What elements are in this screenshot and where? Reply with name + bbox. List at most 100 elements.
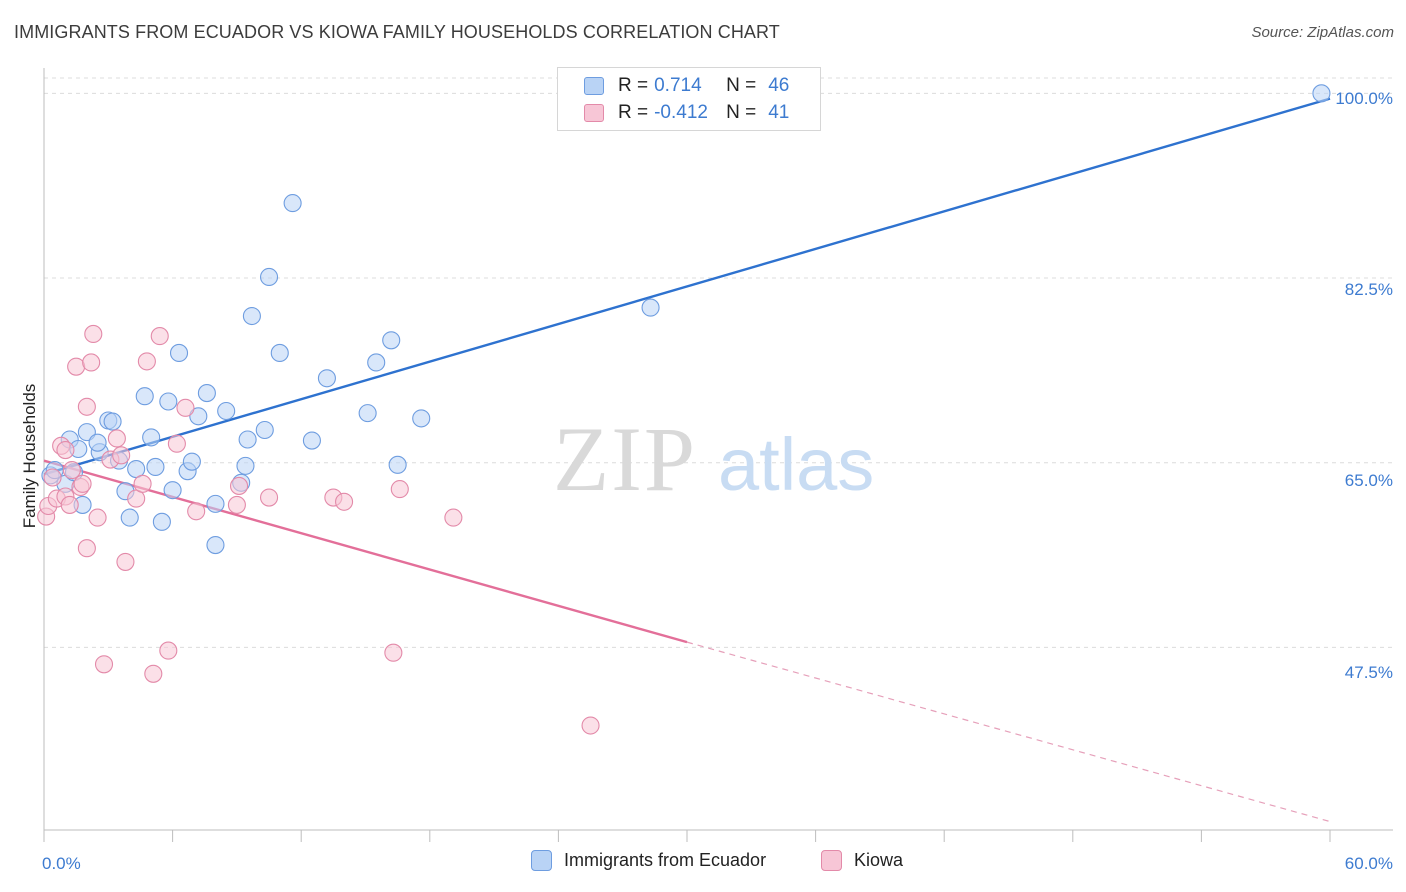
point-kiowa-35 [335,492,354,511]
point-kiowa-14 [82,353,101,372]
point-kiowa-25 [144,664,163,683]
point-kiowa-37 [390,480,409,499]
point-kiowa-15 [84,324,103,344]
point-ecuador-21 [163,481,182,500]
point-kiowa-17 [94,655,114,674]
point-kiowa-6 [56,441,75,460]
legend-n-value: 46 [768,75,790,96]
legend-r-label: R = [618,102,649,123]
point-ecuador-27 [206,494,225,513]
point-ecuador-36 [270,343,289,363]
point-ecuador-24 [182,452,201,471]
watermark-zip: ZIP [553,408,697,510]
legend-swatch-kiowa [584,104,604,122]
tick-labels: 100.0% 82.5% 65.0% 47.5% 0.0% 60.0% Fami… [20,89,1393,873]
point-kiowa-16 [88,508,107,527]
point-kiowa-11 [73,474,92,493]
point-ecuador-25 [189,407,208,426]
point-ecuador-20 [159,392,178,411]
legend-n-value: 41 [768,102,790,123]
point-kiowa-23 [133,474,152,493]
point-kiowa-28 [167,434,186,453]
legend-row-kiowa: R = -0.412 N = 41 [584,101,789,125]
point-kiowa-26 [150,327,169,346]
x-tick-label-min: 0.0% [42,854,81,873]
bottom-legend-kiowa: Kiowa [821,850,903,871]
point-ecuador-35 [259,267,279,287]
trend-lines [43,97,1331,823]
legend-r-value: 0.714 [654,75,702,96]
legend-row-ecuador: R = 0.714 N = 46 [584,74,789,98]
point-kiowa-29 [176,398,195,417]
point-kiowa-20 [112,446,131,465]
point-ecuador-37 [283,194,302,213]
point-ecuador-44 [412,409,431,428]
legend-r-value: -0.412 [654,102,708,123]
bottom-legend: Immigrants from Ecuador Kiowa [0,850,1406,878]
point-kiowa-19 [107,429,126,448]
point-kiowa-8 [62,461,81,480]
point-ecuador-45 [641,298,660,317]
point-ecuador-42 [382,331,401,350]
point-kiowa-7 [60,495,79,514]
legend-swatch-ecuador [584,77,604,95]
point-kiowa-36 [384,643,403,662]
point-kiowa-32 [229,476,249,495]
point-ecuador-46 [1312,84,1331,103]
point-ecuador-40 [358,404,377,423]
legend-n-label: N = [726,102,757,123]
point-kiowa-2 [43,468,62,487]
trend-line-ecuador [43,97,1331,476]
point-ecuador-34 [255,420,274,440]
y-tick-label-65: 65.0% [1345,471,1393,490]
y-tick-label-82: 82.5% [1345,280,1393,299]
point-kiowa-21 [116,552,135,571]
point-ecuador-41 [367,353,386,372]
y-tick-label-47: 47.5% [1345,663,1393,682]
point-kiowa-24 [137,352,156,371]
grid-lines [44,77,1393,648]
legend: R = 0.714 N = 46 R = -0.412 N = 41 [557,67,821,131]
point-ecuador-28 [206,535,225,555]
point-ecuador-33 [242,306,261,326]
source-credit: Source: ZipAtlas.com [1251,24,1394,41]
y-axis-label: Family Households [20,384,39,529]
point-ecuador-16 [135,387,154,406]
point-kiowa-30 [187,502,206,521]
point-kiowa-31 [227,495,246,514]
point-ecuador-11 [103,412,122,431]
trend-line-kiowa [43,459,688,644]
point-ecuador-29 [217,401,236,421]
y-tick-label-100: 100.0% [1335,89,1393,108]
chart-title: IMMIGRANTS FROM ECUADOR VS KIOWA FAMILY … [14,22,780,42]
point-kiowa-38 [444,508,463,527]
point-kiowa-13 [77,539,96,558]
point-ecuador-38 [302,431,321,450]
legend-n-label: N = [726,75,757,96]
point-ecuador-26 [197,384,216,403]
point-ecuador-19 [152,512,171,531]
point-kiowa-27 [159,641,178,660]
bottom-legend-ecuador: Immigrants from Ecuador [531,850,766,871]
point-ecuador-31 [236,456,255,475]
point-kiowa-33 [259,488,279,507]
x-tick-label-max: 60.0% [1345,854,1393,873]
bottom-legend-label-kiowa: Kiowa [854,850,904,870]
watermark-atlas: atlas [718,423,874,506]
data-points [37,84,1331,735]
bottom-legend-label-ecuador: Immigrants from Ecuador [564,850,767,870]
axes [43,68,1393,842]
point-ecuador-39 [317,369,336,388]
legend-r-label: R = [618,75,649,96]
point-ecuador-14 [120,508,139,527]
point-ecuador-32 [238,430,257,449]
point-ecuador-43 [388,455,407,474]
point-kiowa-39 [581,716,600,735]
point-ecuador-9 [88,433,107,452]
bottom-legend-swatch-ecuador [531,850,552,871]
point-ecuador-17 [142,428,161,447]
point-ecuador-22 [169,343,189,363]
watermark: ZIP atlas [553,408,874,510]
point-kiowa-12 [77,397,96,416]
